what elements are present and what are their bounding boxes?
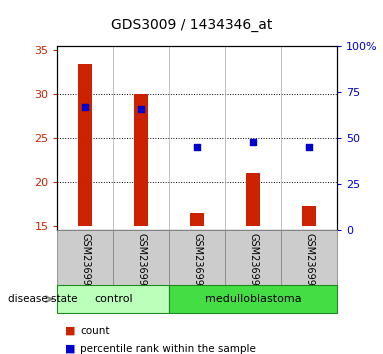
Bar [57,285,169,313]
Text: GSM236998: GSM236998 [304,233,314,292]
Text: GSM236997: GSM236997 [248,233,258,292]
Text: percentile rank within the sample: percentile rank within the sample [80,344,256,354]
Bar [169,285,337,313]
Text: GSM236995: GSM236995 [136,233,146,292]
Bar [57,230,113,285]
Text: GDS3009 / 1434346_at: GDS3009 / 1434346_at [111,18,272,32]
Bar [113,230,169,285]
Point [82,104,88,110]
Text: ■: ■ [65,326,75,336]
Point [306,144,312,150]
Point [250,139,256,144]
Text: disease state: disease state [8,294,77,304]
Point [138,106,144,112]
Text: GSM236994: GSM236994 [80,233,90,292]
Bar [134,94,148,226]
Bar [190,212,204,226]
Bar [169,230,225,285]
Text: medulloblastoma: medulloblastoma [205,294,301,304]
Text: count: count [80,326,110,336]
Bar [246,173,260,226]
Text: ■: ■ [65,344,75,354]
Bar [281,230,337,285]
Text: control: control [94,294,133,304]
Bar [79,64,92,226]
Bar [302,206,316,226]
Text: GSM236996: GSM236996 [192,233,202,292]
Bar [225,230,281,285]
Point [194,144,200,150]
